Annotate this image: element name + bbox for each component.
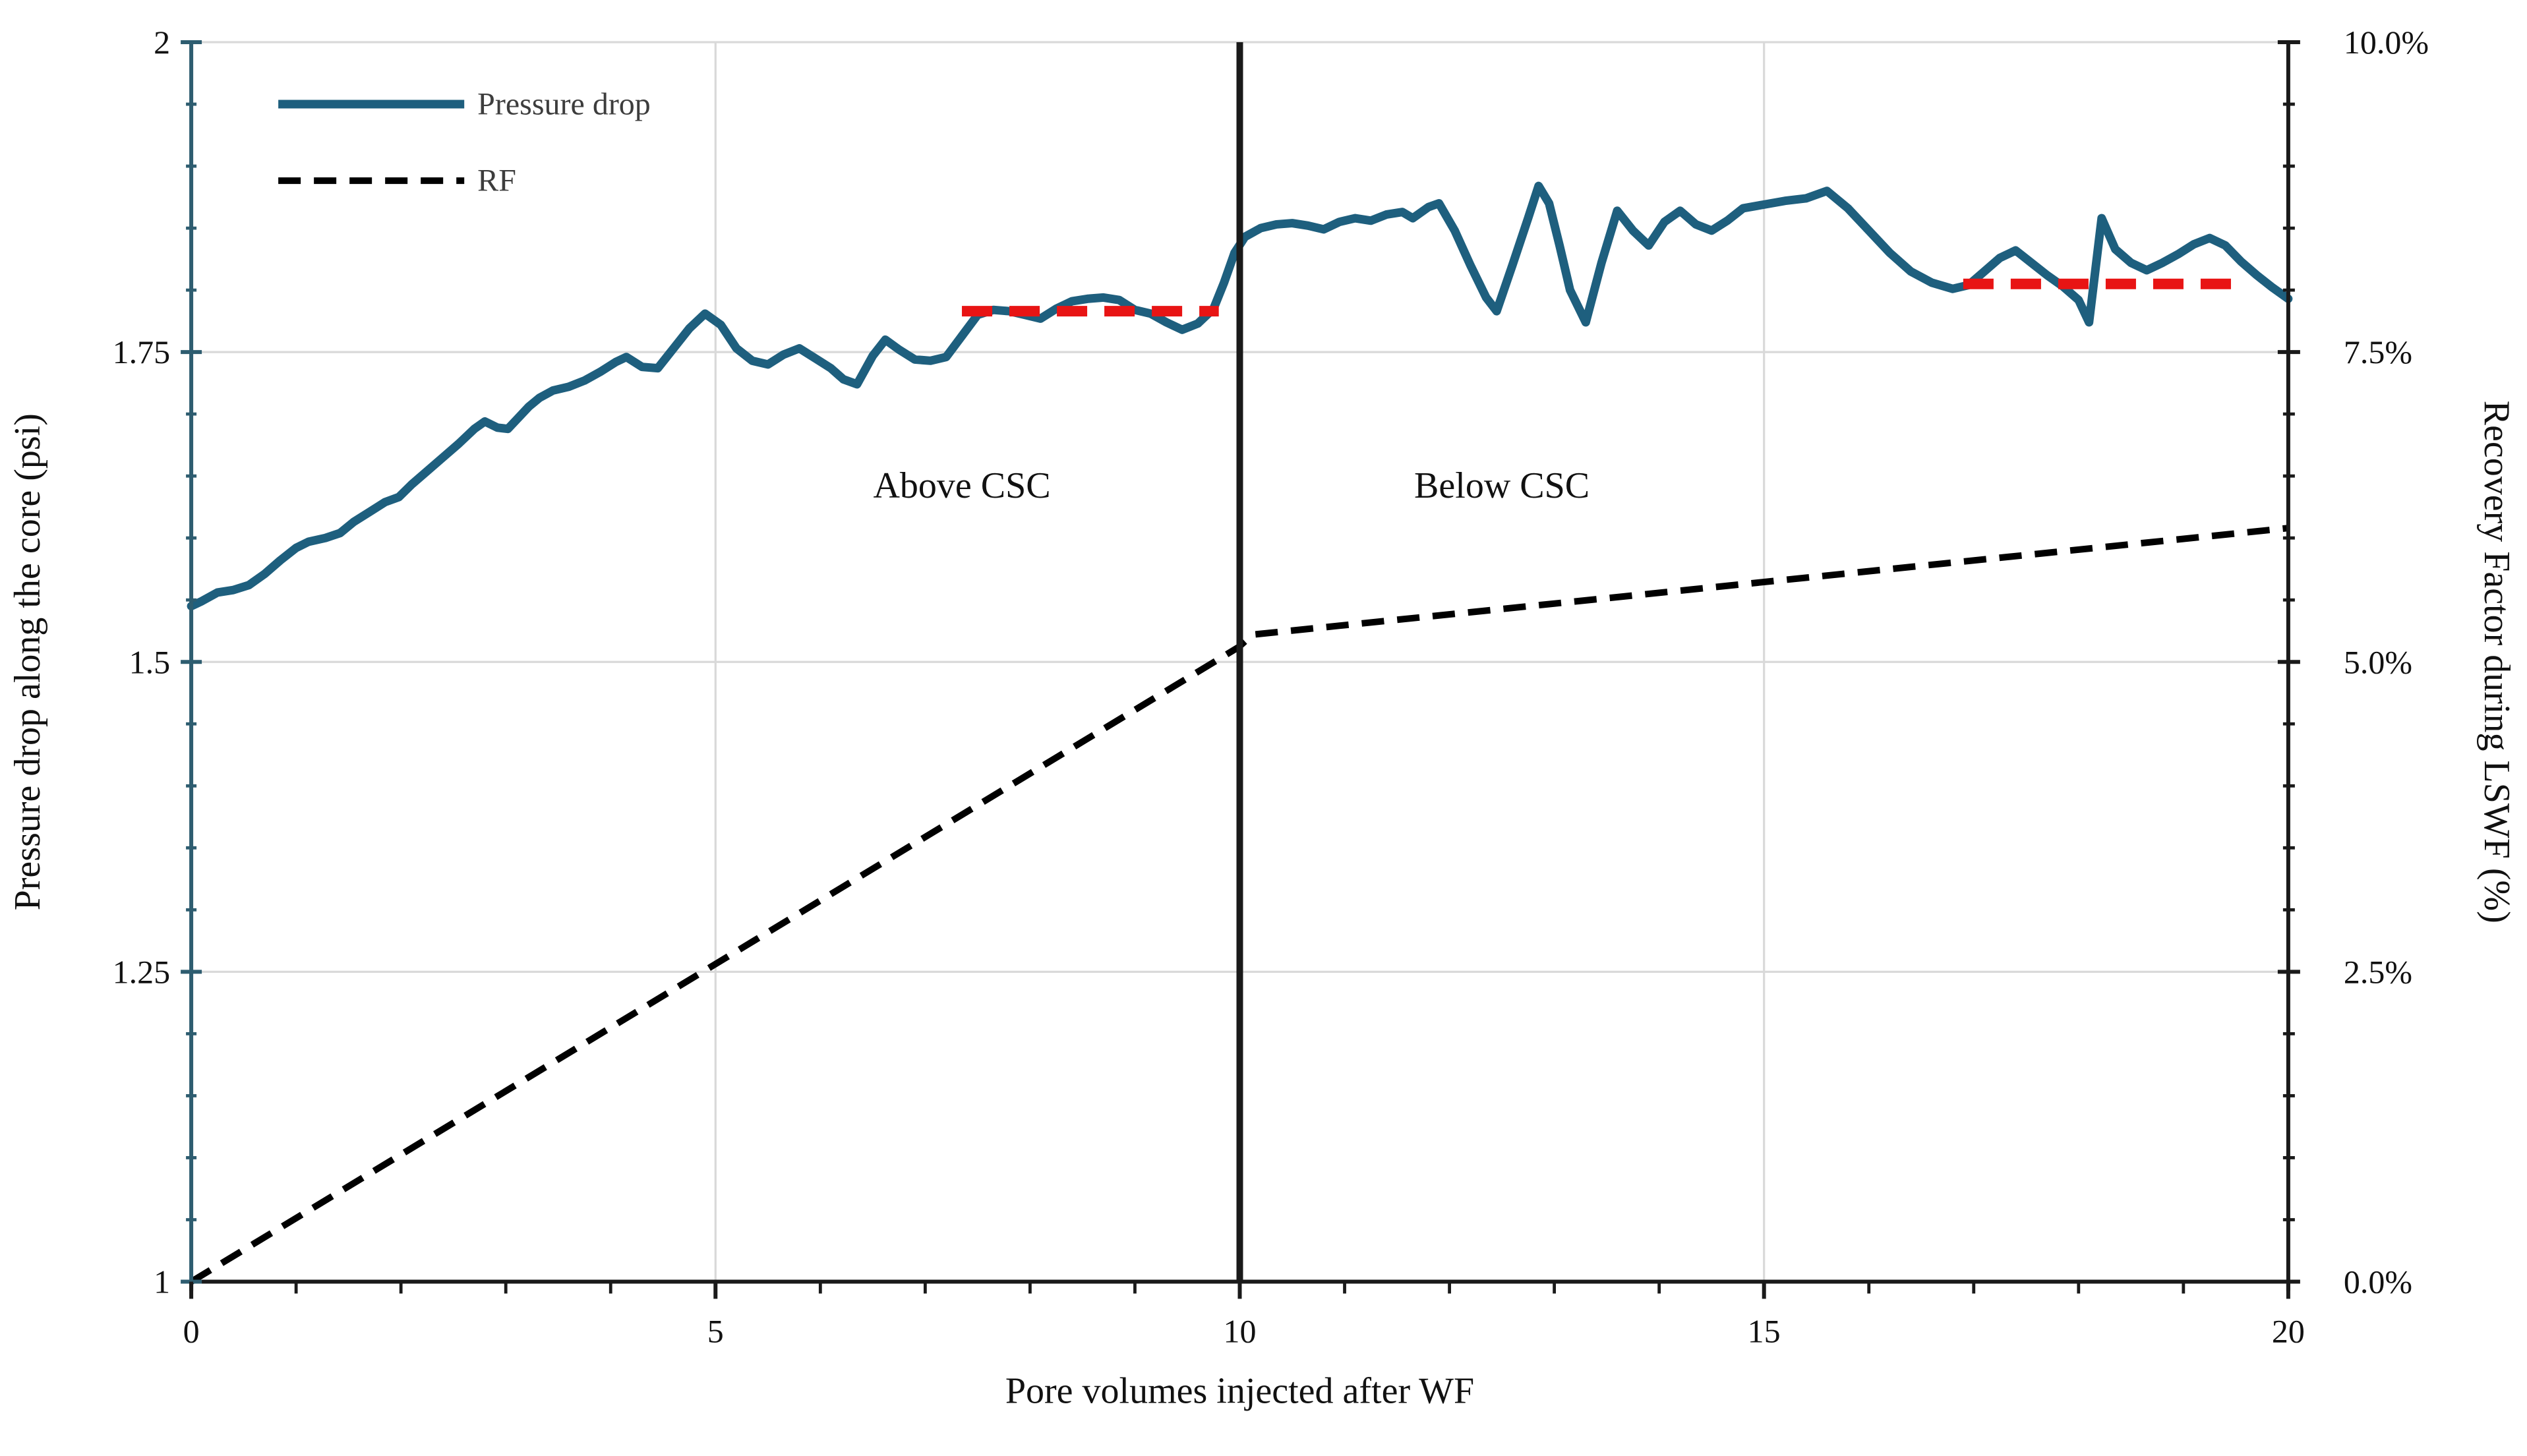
right-axis-tick-label: 0.0%	[2344, 1263, 2412, 1300]
x-axis-tick-label: 0	[183, 1313, 200, 1350]
right-axis-tick-label: 2.5%	[2344, 953, 2412, 990]
left-axis-tick-label: 2	[154, 24, 170, 61]
left-axis-tick-label: 1.25	[113, 953, 170, 990]
annotation-below-csc: Below CSC	[1414, 465, 1590, 506]
left-axis-tick-label: 1.75	[113, 334, 170, 370]
x-axis-tick-label: 10	[1223, 1313, 1256, 1350]
annotation-above-csc: Above CSC	[873, 465, 1050, 506]
right-axis-tick-label: 5.0%	[2344, 643, 2412, 680]
right-axis-title: Recovery Factor during LSWF (%)	[2476, 401, 2517, 923]
x-axis-tick-label: 20	[2272, 1313, 2305, 1350]
left-axis-title: Pressure drop along the core (psi)	[7, 413, 48, 910]
left-axis-tick-label: 1.5	[129, 643, 170, 680]
x-axis-tick-label: 15	[1748, 1313, 1781, 1350]
legend-label-pressure-drop: Pressure drop	[477, 87, 651, 122]
legend-label-rf: RF	[477, 163, 516, 198]
x-axis-tick-label: 5	[707, 1313, 724, 1350]
rf-line	[189, 525, 2289, 1285]
x-axis-title: Pore volumes injected after WF	[1005, 1371, 1474, 1412]
right-axis-tick-label: 7.5%	[2344, 334, 2412, 370]
right-axis-tick-label: 10.0%	[2344, 24, 2429, 61]
left-axis-tick-label: 1	[154, 1263, 170, 1300]
